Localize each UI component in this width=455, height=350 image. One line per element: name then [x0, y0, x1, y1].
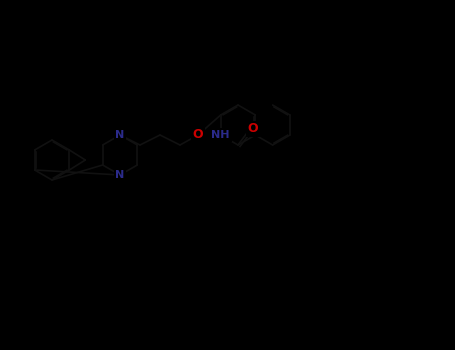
- Text: N: N: [116, 170, 125, 180]
- Text: O: O: [192, 128, 203, 141]
- Text: N: N: [116, 130, 125, 140]
- Text: NH: NH: [212, 130, 230, 140]
- Text: O: O: [248, 122, 258, 135]
